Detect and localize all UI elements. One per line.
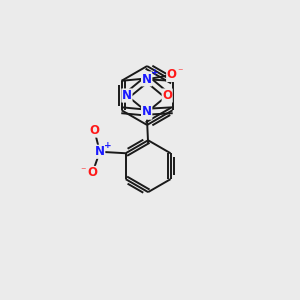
Text: N: N — [142, 72, 152, 85]
Text: N: N — [142, 105, 152, 118]
Text: O: O — [87, 167, 98, 179]
Text: N: N — [122, 89, 132, 102]
Text: ⁻: ⁻ — [80, 167, 86, 176]
Text: N: N — [142, 106, 152, 119]
Text: O: O — [162, 89, 172, 102]
Text: N: N — [95, 145, 105, 158]
Text: ⁻: ⁻ — [178, 67, 183, 77]
Text: O: O — [89, 124, 100, 137]
Text: +: + — [104, 141, 112, 150]
Text: +: + — [151, 68, 158, 77]
Text: O: O — [167, 68, 177, 81]
Text: N: N — [142, 73, 152, 86]
